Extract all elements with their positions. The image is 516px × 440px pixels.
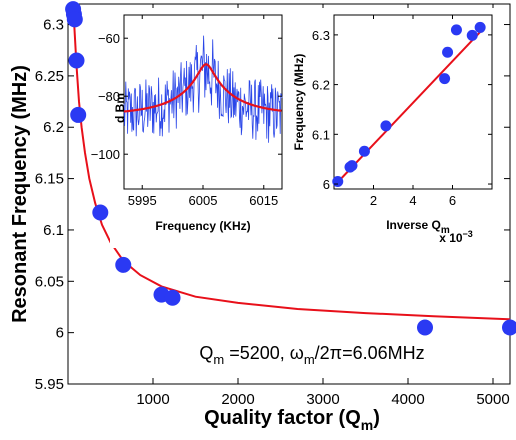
main-data-point [417, 319, 433, 336]
inverse-q-x-tick-label: 2 [370, 193, 377, 208]
main-x-tick-label: 2000 [221, 391, 254, 408]
main-y-tick-label: 5.95 [35, 376, 64, 393]
spectrum-inset: 5995 6005 6015 −100 −80 −60 Frequency (KHz) d… [91, 8, 296, 248]
inverse-q-data-point [466, 29, 478, 41]
inverse-q-y-axis-title: Frequency (MHz) [292, 54, 306, 151]
main-data-point [70, 106, 87, 123]
spectrum-trace [123, 35, 283, 143]
main-data-point [92, 204, 109, 221]
spectrum-inset-ticks: 5995 6005 6015 −100 −80 −60 [91, 15, 282, 208]
main-axis-ticks: 1000 2000 3000 4000 5000 5.95 6 6.05 6.1 6.15 6.2 6… [35, 4, 510, 408]
spectrum-y-tick-label: −80 [98, 89, 120, 104]
spectrum-y-tick-label: −60 [98, 31, 120, 46]
main-y-tick-label: 6 [56, 325, 64, 342]
main-y-tick-label: 6.3 [43, 17, 64, 34]
spectrum-x-tick-label: 5995 [128, 193, 157, 208]
main-y-tick-label: 6.25 [35, 68, 64, 85]
inverse-q-data-point [439, 73, 451, 85]
inverse-q-y-tick-label: 6.2 [312, 78, 330, 93]
main-data-point [66, 11, 83, 28]
spectrum-x-axis-title: Frequency (KHz) [155, 219, 250, 233]
spectrum-x-tick-label: 6015 [249, 193, 278, 208]
spectrum-y-tick-label: −100 [91, 147, 120, 162]
main-y-tick-label: 6.2 [43, 119, 64, 136]
main-x-axis-title: Quality factor (Qm) [204, 407, 380, 433]
main-x-tick-label: 1000 [136, 391, 169, 408]
inverse-q-inset-ticks: 2 4 6 6 6.1 6.2 6.3 [312, 15, 492, 208]
spectrum-fit-curve [123, 63, 282, 113]
inverse-q-data-point [450, 24, 462, 36]
inverse-q-data-point [380, 120, 392, 132]
inverse-q-x-tick-label: 6 [449, 193, 456, 208]
main-data-point [115, 256, 132, 273]
inverse-q-x-axis-title: Inverse Qm [386, 218, 450, 236]
main-data-point [164, 289, 181, 306]
main-x-tick-label: 4000 [391, 391, 424, 408]
inverse-q-x-tick-label: 4 [409, 193, 416, 208]
main-y-tick-label: 6.15 [35, 171, 64, 188]
main-x-tick-label: 5000 [476, 391, 509, 408]
inverse-q-y-tick-label: 6 [323, 177, 330, 192]
inverse-q-data-point [474, 21, 486, 33]
chart-annotation: Qm =5200, ωm/2π=6.06MHz [199, 343, 424, 367]
inverse-q-data-point [332, 176, 344, 188]
spectrum-x-tick-label: 6005 [189, 193, 218, 208]
spectrum-y-axis-title: d Bm [113, 93, 127, 123]
main-y-tick-label: 6.05 [35, 273, 64, 290]
main-data-point [68, 52, 85, 69]
main-x-tick-label: 3000 [306, 391, 339, 408]
inverse-q-data-point [358, 145, 370, 157]
inverse-q-x-axis-scale: x 10−3 [439, 229, 473, 245]
spectrum-inset-plot [123, 35, 283, 143]
inverse-q-y-tick-label: 6.1 [312, 127, 330, 142]
main-data-points [65, 1, 516, 336]
inverse-q-inset: 2 4 6 6 6.1 6.2 6.3 Inverse Qm x 10−3 Frequenc… [292, 8, 500, 248]
inverse-q-fit-line [335, 29, 483, 185]
main-data-point [502, 319, 516, 336]
inverse-q-inset-plot [332, 21, 486, 188]
inverse-q-y-tick-label: 6.3 [312, 28, 330, 43]
main-y-axis-title: Resonant Frequency (MHz) [9, 65, 31, 323]
main-y-tick-label: 6.1 [43, 222, 64, 239]
inverse-q-data-point [442, 46, 454, 58]
inverse-q-data-point [346, 160, 358, 172]
